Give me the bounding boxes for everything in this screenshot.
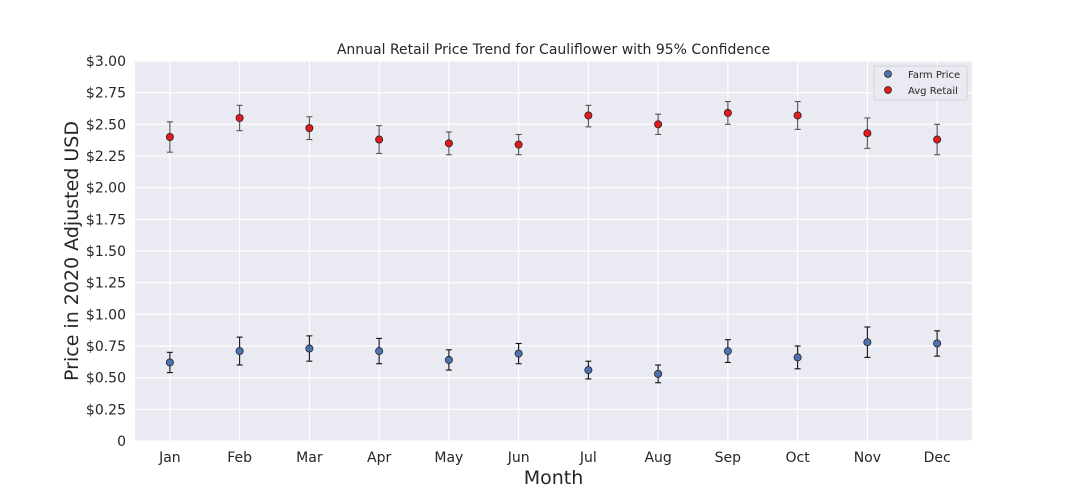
series-avg-retail bbox=[165, 100, 942, 156]
data-point bbox=[584, 111, 593, 120]
data-point bbox=[235, 114, 244, 123]
x-tick-label: May bbox=[434, 450, 463, 466]
data-point bbox=[514, 140, 523, 149]
x-tick-label: Aug bbox=[644, 450, 671, 466]
y-tick-label: $1.75 bbox=[86, 212, 126, 228]
legend-box bbox=[873, 65, 968, 101]
data-point bbox=[165, 132, 174, 141]
y-tick-label: $0.75 bbox=[86, 339, 126, 355]
data-series bbox=[165, 100, 942, 384]
y-tick-labels: 0 $0.25 $0.50 $0.75 $1.00 $1.25 $1.50 $1.75 $2.0… bbox=[86, 54, 126, 450]
data-point bbox=[863, 129, 872, 138]
y-tick-label: $2.00 bbox=[86, 181, 126, 197]
x-tick-label: Jan bbox=[158, 450, 181, 466]
data-point bbox=[654, 120, 663, 129]
data-point bbox=[793, 111, 802, 120]
y-tick-label: $2.50 bbox=[86, 117, 126, 133]
data-point bbox=[933, 135, 942, 144]
x-tick-label: Mar bbox=[296, 450, 323, 466]
legend-label-avg-retail: Avg Retail bbox=[908, 86, 958, 97]
y-tick-label: 0 bbox=[117, 434, 126, 450]
data-point bbox=[305, 124, 314, 133]
y-axis-title: Price in 2020 Adjusted USD bbox=[61, 121, 83, 381]
x-tick-label: Oct bbox=[786, 450, 811, 466]
data-point bbox=[863, 338, 872, 347]
data-point bbox=[793, 353, 802, 362]
x-tick-label: Sep bbox=[715, 450, 742, 466]
y-tick-label: $0.25 bbox=[86, 402, 126, 418]
data-point bbox=[444, 355, 453, 364]
x-tick-label: Feb bbox=[227, 450, 252, 466]
y-tick-label: $0.50 bbox=[86, 371, 126, 387]
x-axis-title: Month bbox=[524, 467, 584, 489]
x-tick-label: Nov bbox=[854, 450, 881, 466]
data-point bbox=[514, 349, 523, 358]
y-tick-label: $2.25 bbox=[86, 149, 126, 165]
data-point bbox=[235, 347, 244, 356]
data-point bbox=[584, 366, 593, 375]
series-farm-price bbox=[165, 326, 942, 384]
y-tick-label: $2.75 bbox=[86, 86, 126, 102]
data-point bbox=[444, 139, 453, 148]
legend-label-farm-price: Farm Price bbox=[908, 70, 960, 81]
data-point bbox=[723, 108, 732, 117]
y-tick-label: $3.00 bbox=[86, 54, 126, 70]
y-tick-label: $1.00 bbox=[86, 307, 126, 323]
data-point bbox=[933, 339, 942, 348]
legend-marker-farm-price bbox=[884, 70, 892, 78]
x-tick-label: Jun bbox=[507, 450, 530, 466]
x-tick-label: Dec bbox=[924, 450, 951, 466]
x-tick-label: Apr bbox=[367, 450, 391, 466]
x-tick-label: Jul bbox=[579, 450, 597, 466]
legend-marker-avg-retail bbox=[884, 86, 892, 94]
chart-title: Annual Retail Price Trend for Cauliflowe… bbox=[337, 42, 770, 58]
data-point bbox=[375, 135, 384, 144]
data-point bbox=[375, 347, 384, 356]
data-point bbox=[723, 347, 732, 356]
data-point bbox=[165, 358, 174, 367]
data-point bbox=[654, 369, 663, 378]
x-tick-labels: Jan Feb Mar Apr May Jun Jul Aug Sep Oct Nov Dec bbox=[158, 450, 951, 466]
data-point bbox=[305, 344, 314, 353]
legend: Farm Price Avg Retail bbox=[873, 65, 968, 101]
y-tick-label: $1.50 bbox=[86, 244, 126, 260]
y-tick-label: $1.25 bbox=[86, 276, 126, 292]
